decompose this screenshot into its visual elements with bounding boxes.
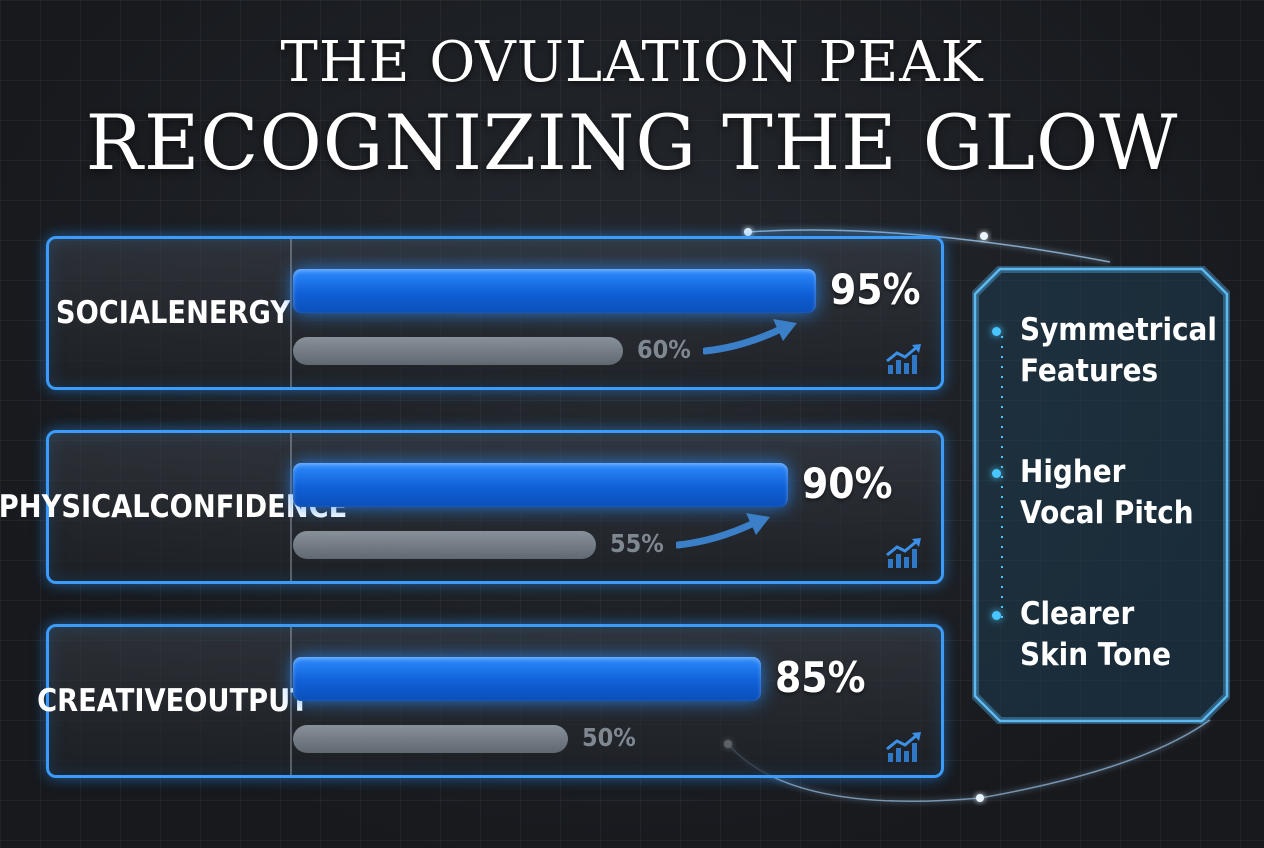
category-label-line: ENERGY — [167, 295, 291, 331]
bullet-dot — [992, 611, 1001, 620]
primary-value-label: 85% — [774, 653, 865, 702]
category-label-line: PHYSICAL — [0, 489, 150, 525]
secondary-value-label: 60% — [637, 335, 691, 364]
trend-up-icon — [886, 344, 921, 374]
primary-bar — [293, 269, 816, 313]
feature-item-line: Features — [1020, 353, 1159, 389]
feature-item-line: Vocal Pitch — [1020, 495, 1194, 531]
feature-item: Higher Vocal Pitch — [1020, 452, 1194, 534]
chart-row-panel: CREATIVE OUTPUT 85% 50% — [37, 624, 944, 778]
primary-bar — [293, 657, 761, 701]
category-label-line: CREATIVE — [37, 683, 185, 719]
chart-row-panel: PHYSICAL CONFIDENCE 90% 55% — [0, 430, 944, 584]
trend-up-icon — [886, 732, 921, 762]
category-label: SOCIAL ENERGY — [56, 249, 290, 377]
panel-divider — [290, 433, 292, 581]
category-label: CREATIVE OUTPUT — [37, 637, 309, 765]
secondary-value-label: 55% — [609, 529, 664, 558]
curved-arrow-icon — [675, 513, 770, 549]
bullet-dot — [992, 327, 1001, 336]
secondary-bar — [293, 337, 623, 365]
category-label-line: SOCIAL — [55, 295, 168, 331]
feature-item-line: Higher — [1020, 454, 1126, 490]
primary-value-label: 95% — [829, 265, 920, 314]
category-label: PHYSICAL CONFIDENCE — [0, 443, 347, 571]
feature-item-line: Clearer — [1020, 596, 1135, 632]
secondary-value-label: 50% — [582, 723, 636, 752]
title-line-2: RECOGNIZING THE GLOW — [85, 98, 1179, 187]
category-label-line: OUTPUT — [184, 683, 309, 719]
chart-row-panel: SOCIAL ENERGY 95% 60% — [46, 236, 944, 390]
primary-value-label: 90% — [802, 459, 893, 508]
curved-arrow-icon — [703, 319, 797, 355]
feature-item-line: Symmetrical — [1020, 312, 1217, 348]
feature-item: Clearer Skin Tone — [1020, 594, 1171, 676]
feature-item: Symmetrical Features — [1020, 310, 1217, 392]
feature-item-line: Skin Tone — [1020, 637, 1172, 673]
panel-divider — [290, 627, 292, 775]
bullet-dot — [992, 469, 1001, 478]
features-panel — [972, 266, 1230, 724]
title-line-1: THE OVULATION PEAK — [280, 30, 984, 95]
secondary-bar — [293, 725, 568, 753]
trend-up-icon — [886, 538, 921, 568]
secondary-bar — [293, 531, 596, 559]
primary-bar — [293, 463, 788, 507]
panel-divider — [290, 239, 292, 387]
